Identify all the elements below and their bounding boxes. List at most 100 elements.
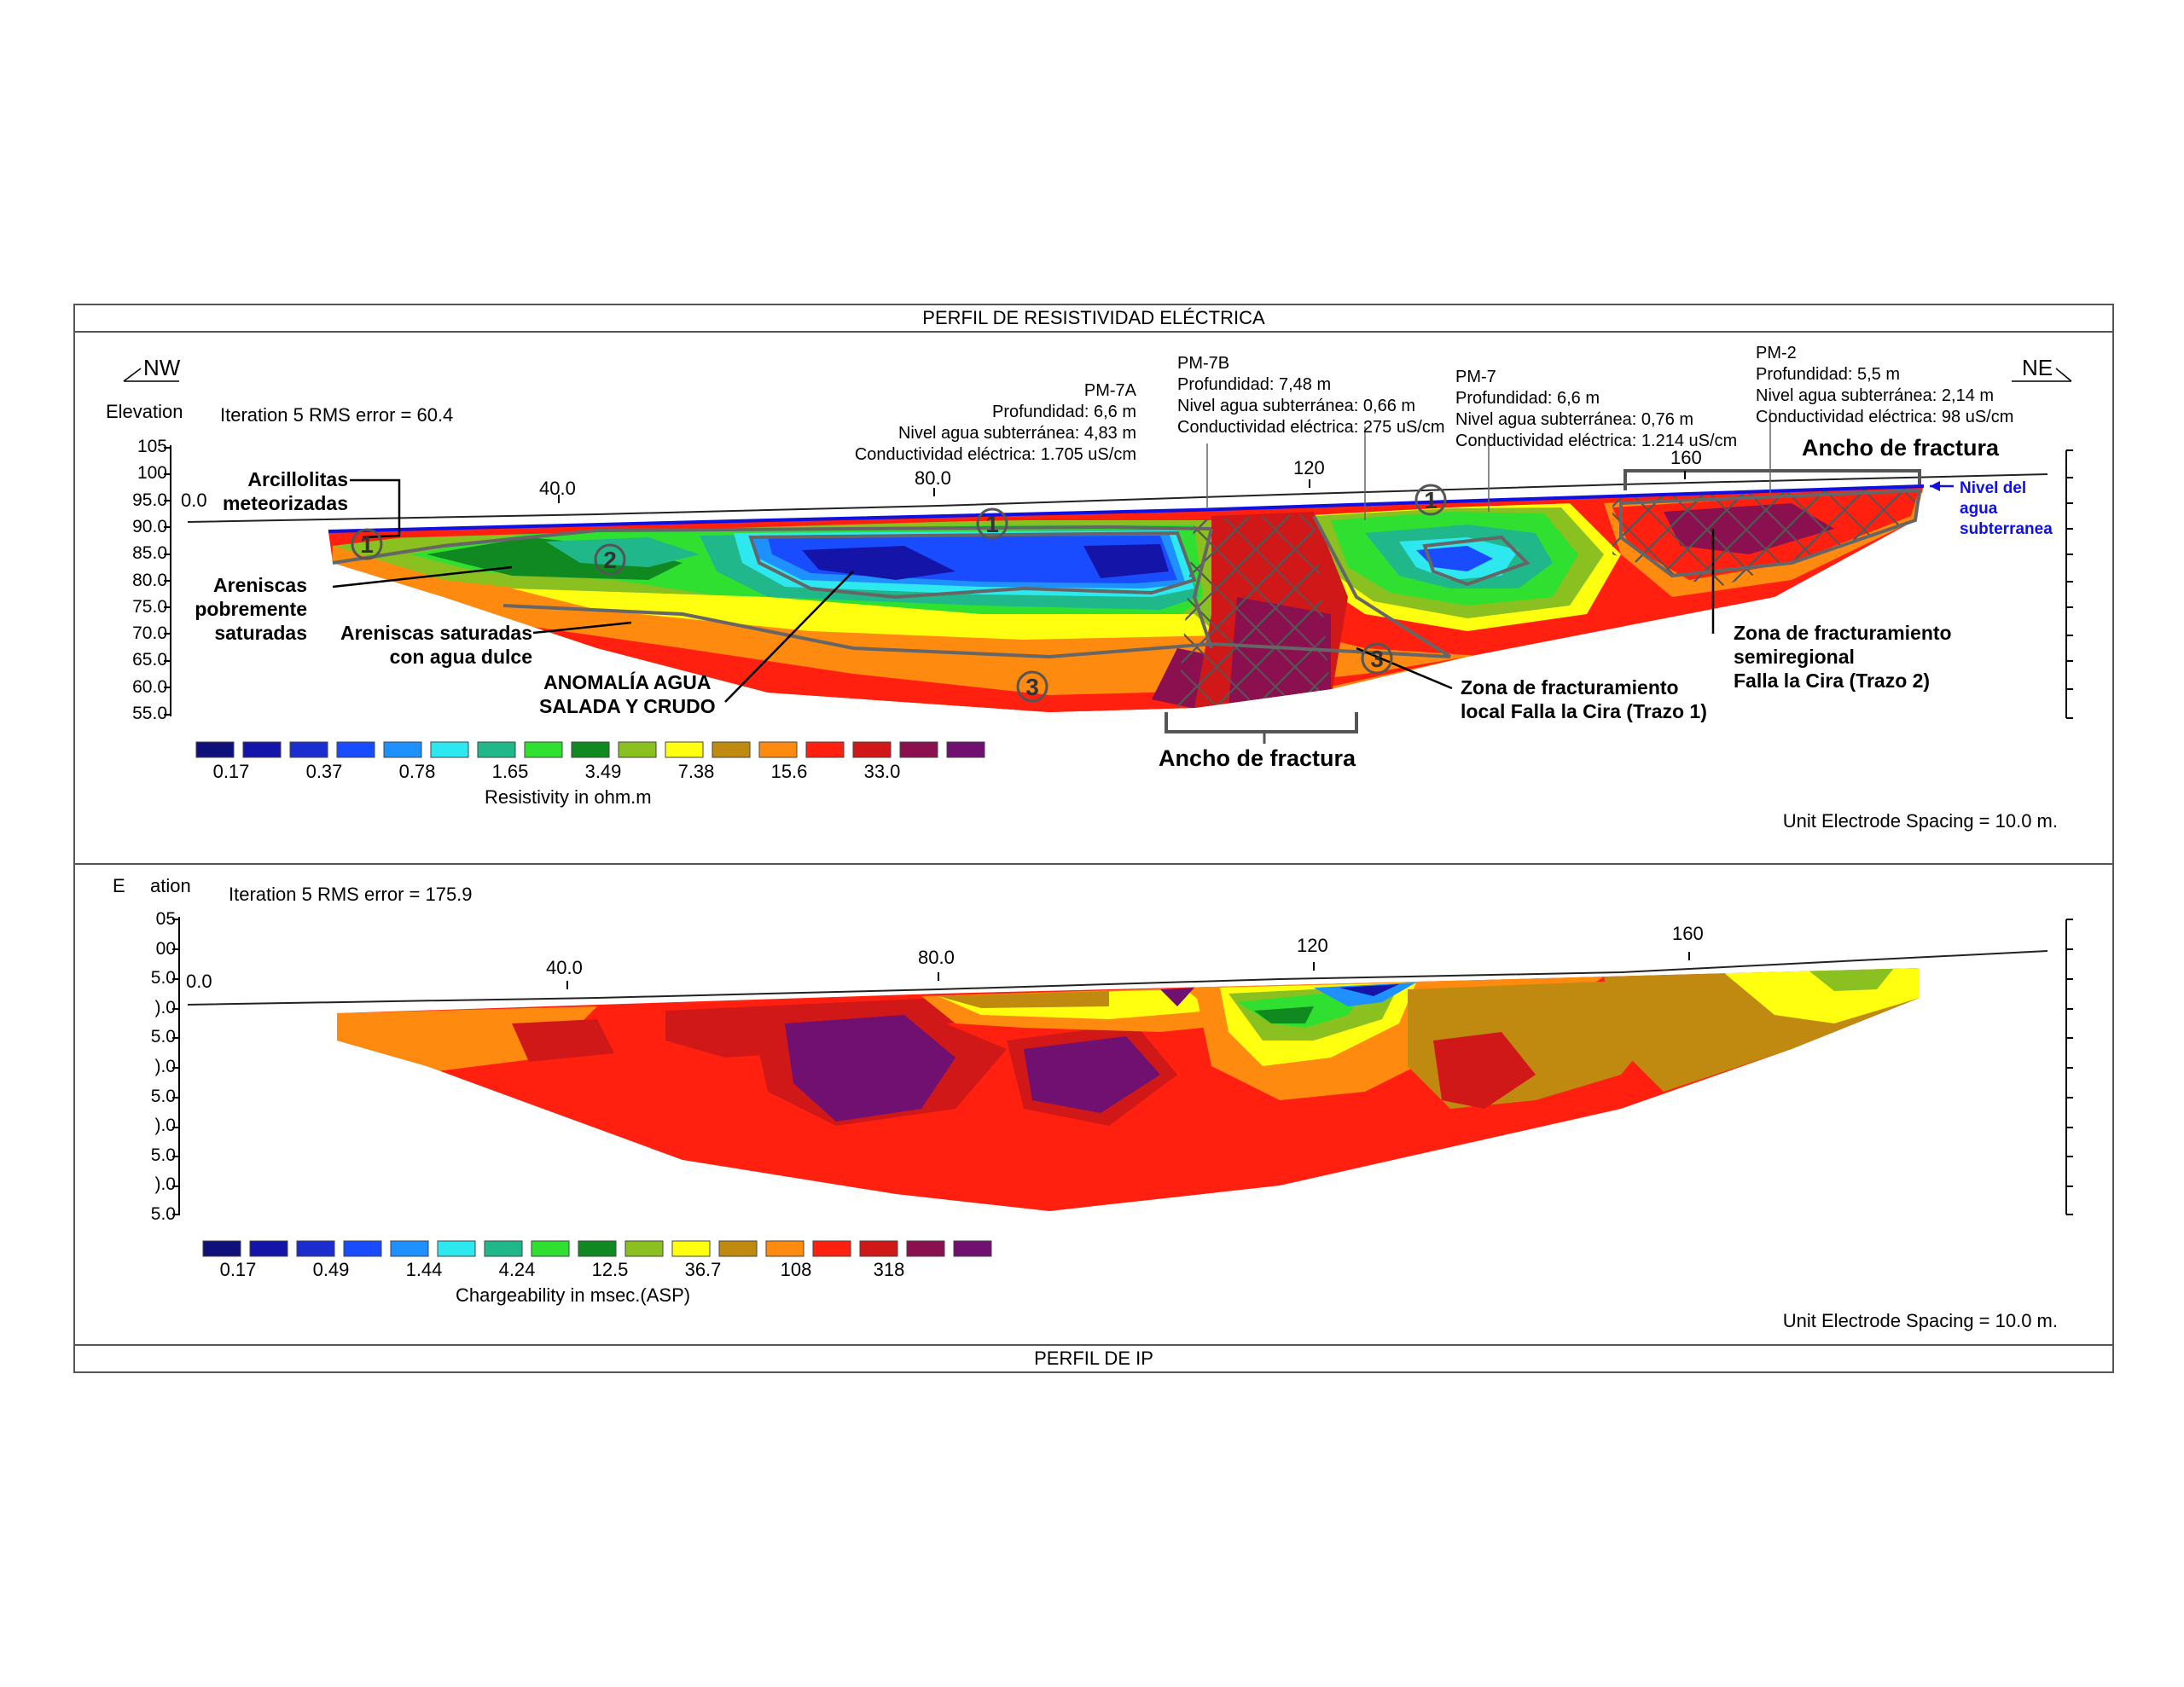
ip-colorbar-swatch [437,1240,476,1257]
label-arcillolitas: Arcillolitas meteorizadas [223,467,348,515]
footer-divider [75,1344,2112,1346]
water-table-arrowhead [1930,481,1940,491]
ip-colorbar-value-label: 1.44 [405,1259,443,1280]
ip-colorbar-swatch [624,1240,664,1257]
well-pm7-conductivity: Conductividad eléctrica: 1.214 uS/cm [1455,432,1738,450]
ip-colorbar-value-label: 318 [873,1259,905,1280]
well-pm7-depth: Profundidad: 6,6 m [1455,389,1600,408]
resistivity-colorbar-swatch [477,741,516,758]
resistivity-x-tick: 40.0 [539,478,576,499]
marker-1-mid: 1 [985,511,999,537]
ip-left-axis [172,917,180,1215]
label-areniscas-pobre-line1: Areniscas [213,574,307,596]
marker-3-bottom-circle [1016,670,1048,703]
direction-ne: NE [2022,355,2053,380]
label-areniscas-saturadas: Areniscas saturadas con agua dulce [340,621,532,669]
lithology-contours [332,488,1922,659]
ip-spacing: Unit Electrode Spacing = 10.0 m. [1782,1310,2058,1331]
resistivity-iteration: Iteration 5 RMS error = 60.4 [220,404,454,426]
well-pm7b-name: PM-7B [1177,354,1230,373]
label-zona-semiregional-line1: Zona de fracturamiento [1734,622,1952,644]
ip-x-tick: 160 [1672,923,1704,944]
ip-y-tick: ).0 [154,1174,176,1195]
marker-3-right-circle [1361,642,1393,675]
resistivity-colorbar-value-label: 7.38 [677,761,715,782]
ip-x-tick: 120 [1297,935,1328,956]
resistivity-x-ticks [558,471,1686,503]
resistivity-colorbar-swatch [289,741,328,758]
resistivity-elevation-label: Elevation [106,401,183,422]
resistivity-colorbar-swatch [852,741,892,758]
well-pm2-level: Nivel agua subterránea: 2,14 m [1756,386,1995,405]
label-zona-semiregional-line3: Falla la Cira (Trazo 2) [1734,670,1931,692]
ip-right-axis [2065,919,2073,1215]
nw-slash [123,368,142,382]
marker-3-bottom: 3 [1025,674,1039,700]
resistivity-colorbar-value-label: 33.0 [863,761,901,782]
resistivity-y-tick: 105 [136,437,167,456]
label-ancho-fractura-top: Ancho de fractura [1802,435,2000,461]
resistivity-colorbar-swatch [712,741,751,758]
resistivity-right-axis [2065,449,2073,719]
label-areniscas-pobre-line3: saturadas [214,622,307,644]
label-areniscas-saturadas-line2: con agua dulce [389,646,532,668]
resistivity-colorbar-swatch [336,741,375,758]
resistivity-header: PERFIL DE RESISTIVIDAD ELÉCTRICA [922,307,1265,328]
header-divider [75,331,2112,333]
resistivity-colorbar-value-label: 0.37 [305,761,343,782]
ip-colorbar-swatch [953,1240,992,1257]
resistivity-colorbar-swatch [242,741,282,758]
ip-colorbar-swatch [296,1240,335,1257]
resistivity-x-tick: 160 [1670,447,1702,468]
ip-x-tick: 0.0 [186,971,212,992]
ip-colorbar-swatch [390,1240,429,1257]
ip-colorbar-swatch [906,1240,945,1257]
well-pm2-depth: Profundidad: 5,5 m [1756,365,1900,384]
resistivity-y-tick: 55.0 [132,704,167,723]
ip-iteration: Iteration 5 RMS error = 175.9 [229,884,473,905]
ip-colorbar-swatch [671,1240,711,1257]
ip-y-tick: 5.0 [150,1145,176,1165]
resistivity-y-tick: 75.0 [132,596,167,617]
resistivity-topography [187,473,2048,523]
well-pm7-name: PM-7 [1455,368,1496,386]
ip-colorbar-swatch [249,1240,288,1257]
resistivity-y-tick: 80.0 [132,570,167,590]
ip-colorbar-swatch [859,1240,898,1257]
well-pm2: PM-2 Profundidad: 5,5 m Nivel agua subte… [1756,343,2013,428]
ip-panel: PERFIL DE IP [73,863,2114,1373]
ip-y-tick: 05 [155,909,176,929]
resistivity-colorbar-value-label: 1.65 [491,761,529,782]
resistivity-y-tick: 65.0 [132,650,167,670]
marker-1-right: 1 [1424,487,1438,513]
resistivity-colorbar-swatch [946,741,985,758]
marker-2: 2 [603,547,617,573]
well-pm7b-depth: Profundidad: 7,48 m [1177,375,1332,394]
resistivity-colorbar-value-label: 15.6 [770,761,808,782]
label-arcillolitas-line2: meteorizadas [222,492,348,514]
marker-3-right: 3 [1370,646,1384,672]
ip-colorbar-swatch [718,1240,758,1257]
resistivity-colorbar-title: Resistivity in ohm.m [485,786,652,808]
label-areniscas-pobre: Areniscas pobremente saturadas [195,573,307,645]
label-zona-semiregional-line2: semiregional [1734,646,1855,668]
resistivity-colorbar-swatch [430,741,469,758]
ip-colorbar-swatch [812,1240,851,1257]
ip-y-tick: ).0 [154,1116,176,1136]
well-pm2-name: PM-2 [1756,344,1797,362]
marker-1-left-circle [351,528,383,560]
label-areniscas-pobre-line2: pobremente [195,598,307,620]
ip-y-tick: ).0 [154,997,176,1017]
label-areniscas-saturadas-line1: Areniscas saturadas [340,622,532,644]
label-zona-local: Zona de fracturamiento local Falla la Ci… [1461,675,1707,723]
label-nivel-agua-line1: Nivel del [1960,479,2027,497]
ip-colorbar-swatch [531,1240,570,1257]
resistivity-y-tick: 90.0 [132,516,167,536]
ip-colorbar-value-label: 4.24 [498,1259,536,1280]
well-pm7-level: Nivel agua subterránea: 0,76 m [1455,410,1694,429]
well-pm2-conductivity: Conductividad eléctrica: 98 uS/cm [1756,408,2014,426]
ip-x-tick: 40.0 [546,957,583,978]
label-zona-local-line1: Zona de fracturamiento [1461,676,1679,699]
ip-colorbar-value-label: 0.17 [219,1259,257,1280]
